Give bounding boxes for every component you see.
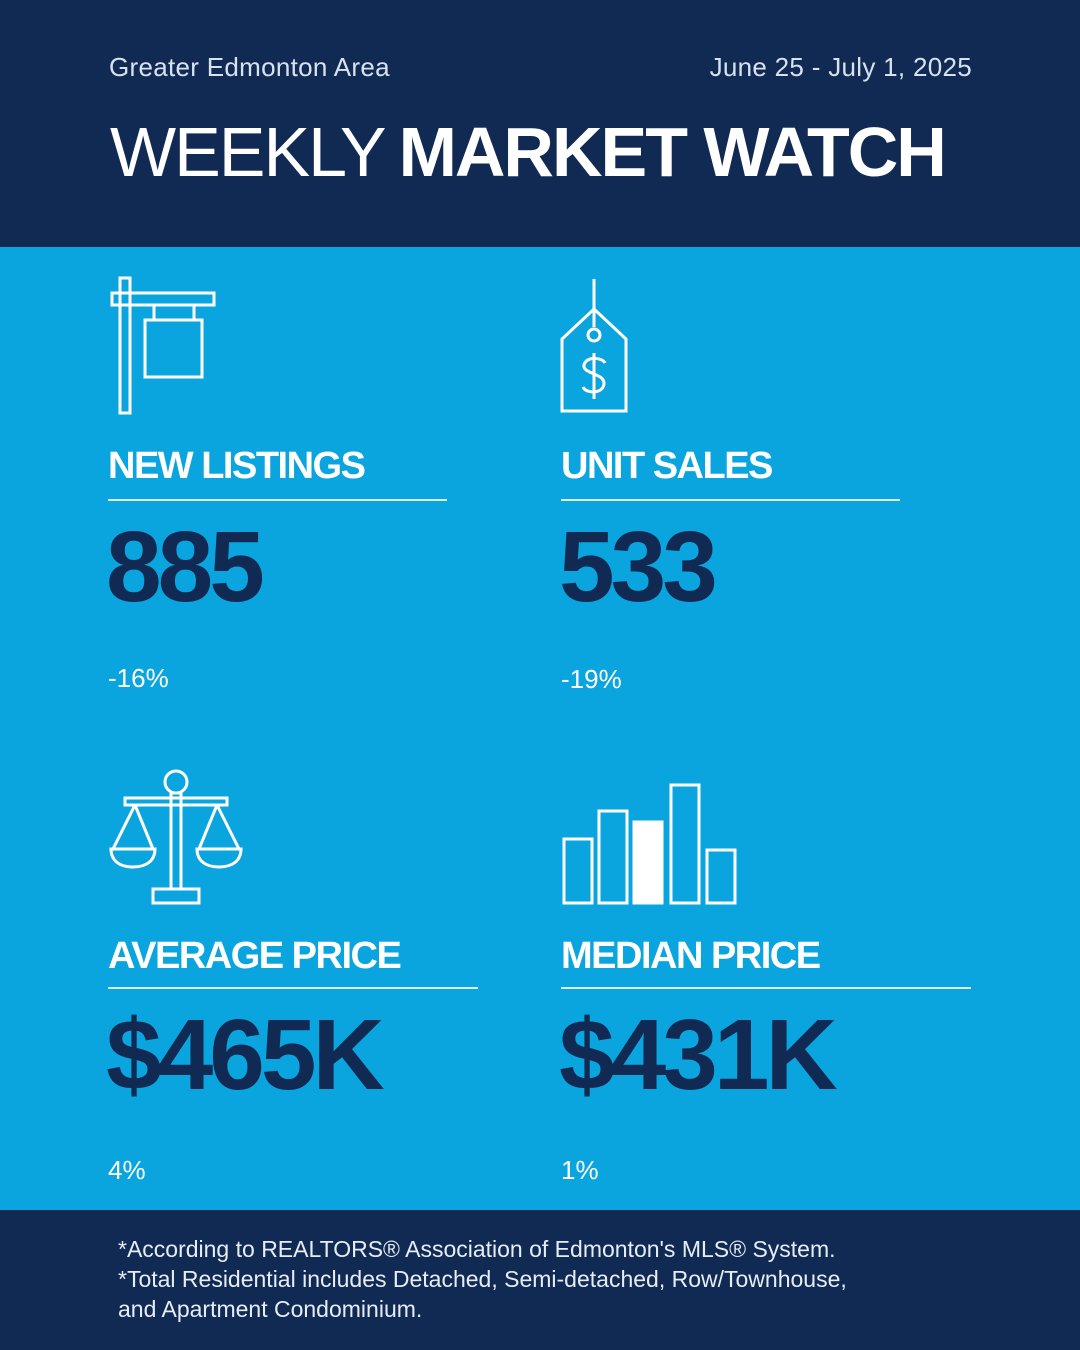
- new-listings-label: NEW LISTINGS: [108, 445, 366, 487]
- title-light: WEEKLY: [110, 113, 387, 191]
- price-tag-icon: [558, 277, 630, 415]
- new-listings-value: 885: [106, 511, 265, 623]
- median-price-value: $431K: [559, 999, 838, 1111]
- median-price-divider: [561, 987, 971, 989]
- unit-sales-value: 533: [559, 511, 718, 623]
- average-price-change: 4%: [108, 1155, 146, 1185]
- median-price-label: MEDIAN PRICE: [561, 935, 821, 977]
- average-price-value: $465K: [106, 999, 385, 1111]
- unit-sales-label: UNIT SALES: [561, 445, 773, 487]
- date-range: June 25 - July 1, 2025: [709, 52, 972, 82]
- bar-chart-icon: [561, 781, 741, 907]
- balance-scale-icon: [108, 767, 244, 907]
- unit-sales-change: -19%: [561, 664, 622, 694]
- new-listings-divider: [108, 499, 447, 501]
- footnote-source: *According to REALTORS® Association of E…: [118, 1236, 836, 1262]
- title-bold: MARKET WATCH: [398, 113, 947, 191]
- stats-panel: NEW LISTINGS 885 -16% UNIT SALES 533 -19…: [0, 247, 1080, 1210]
- footer-notes: *According to REALTORS® Association of E…: [0, 1210, 1080, 1350]
- region-label: Greater Edmonton Area: [109, 52, 390, 82]
- new-listings-change: -16%: [108, 663, 169, 693]
- page-title: WEEKLY MARKET WATCH: [110, 112, 947, 192]
- unit-sales-divider: [561, 499, 900, 501]
- for-sale-sign-icon: [108, 275, 220, 415]
- footnote-residential: *Total Residential includes Detached, Se…: [118, 1266, 847, 1292]
- header-banner: Greater Edmonton Area June 25 - July 1, …: [0, 0, 1080, 247]
- average-price-label: AVERAGE PRICE: [108, 935, 402, 977]
- footnote-residential-cont: and Apartment Condominium.: [118, 1296, 423, 1322]
- median-price-change: 1%: [561, 1155, 599, 1185]
- average-price-divider: [108, 987, 478, 989]
